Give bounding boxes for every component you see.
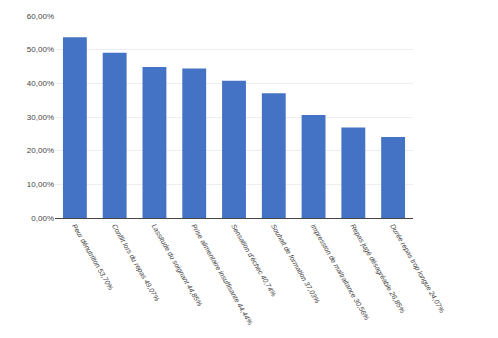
svg-text:60,00%: 60,00% [27, 12, 54, 21]
svg-text:10,00%: 10,00% [27, 180, 54, 189]
svg-text:40,00%: 40,00% [27, 79, 54, 88]
svg-text:Prise alimentaire insuffisante: Prise alimentaire insuffisante 44,44% [190, 223, 254, 326]
svg-text:Durée repas trop longue 24,07%: Durée repas trop longue 24,07% [388, 223, 446, 315]
svg-text:20,00%: 20,00% [27, 146, 54, 155]
svg-text:Repas jugé désagréable 26,85%: Repas jugé désagréable 26,85% [349, 223, 407, 315]
svg-text:Impression de maltraitance 30,: Impression de maltraitance 30,56% [309, 223, 371, 322]
svg-text:30,00%: 30,00% [27, 113, 54, 122]
svg-text:Lassitude du soignant 44,85%: Lassitude du soignant 44,85% [150, 223, 204, 308]
svg-text:Conflit lors du repas 49,07%: Conflit lors du repas 49,07% [110, 223, 161, 303]
svg-text:Sensation d'échec 40,74%: Sensation d'échec 40,74% [230, 223, 277, 298]
svg-text:50,00%: 50,00% [27, 45, 54, 54]
svg-text:Souhait de formation 37,03%: Souhait de formation 37,03% [270, 223, 321, 305]
svg-text:Peur dénutrition 53,70%: Peur dénutrition 53,70% [71, 223, 115, 292]
svg-text:0,00%: 0,00% [31, 214, 54, 223]
